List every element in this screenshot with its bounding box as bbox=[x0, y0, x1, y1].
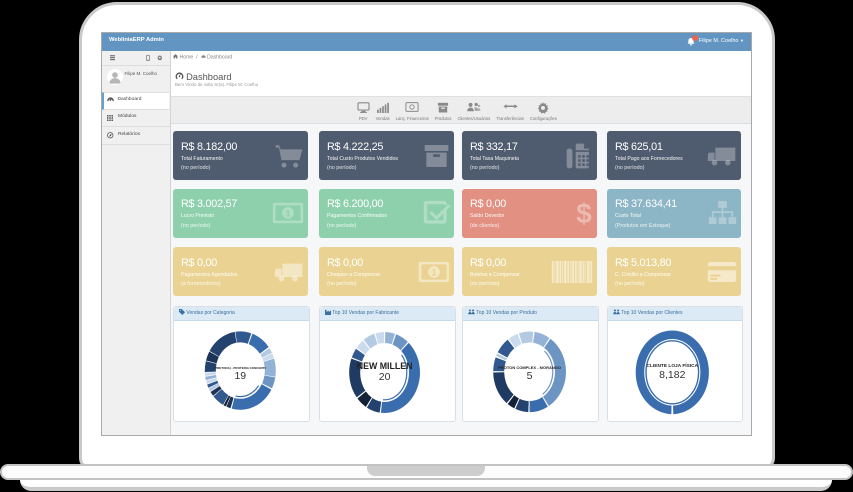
svg-text:1: 1 bbox=[285, 208, 290, 218]
svg-text:$: $ bbox=[576, 198, 592, 228]
svg-text:1: 1 bbox=[431, 267, 436, 277]
